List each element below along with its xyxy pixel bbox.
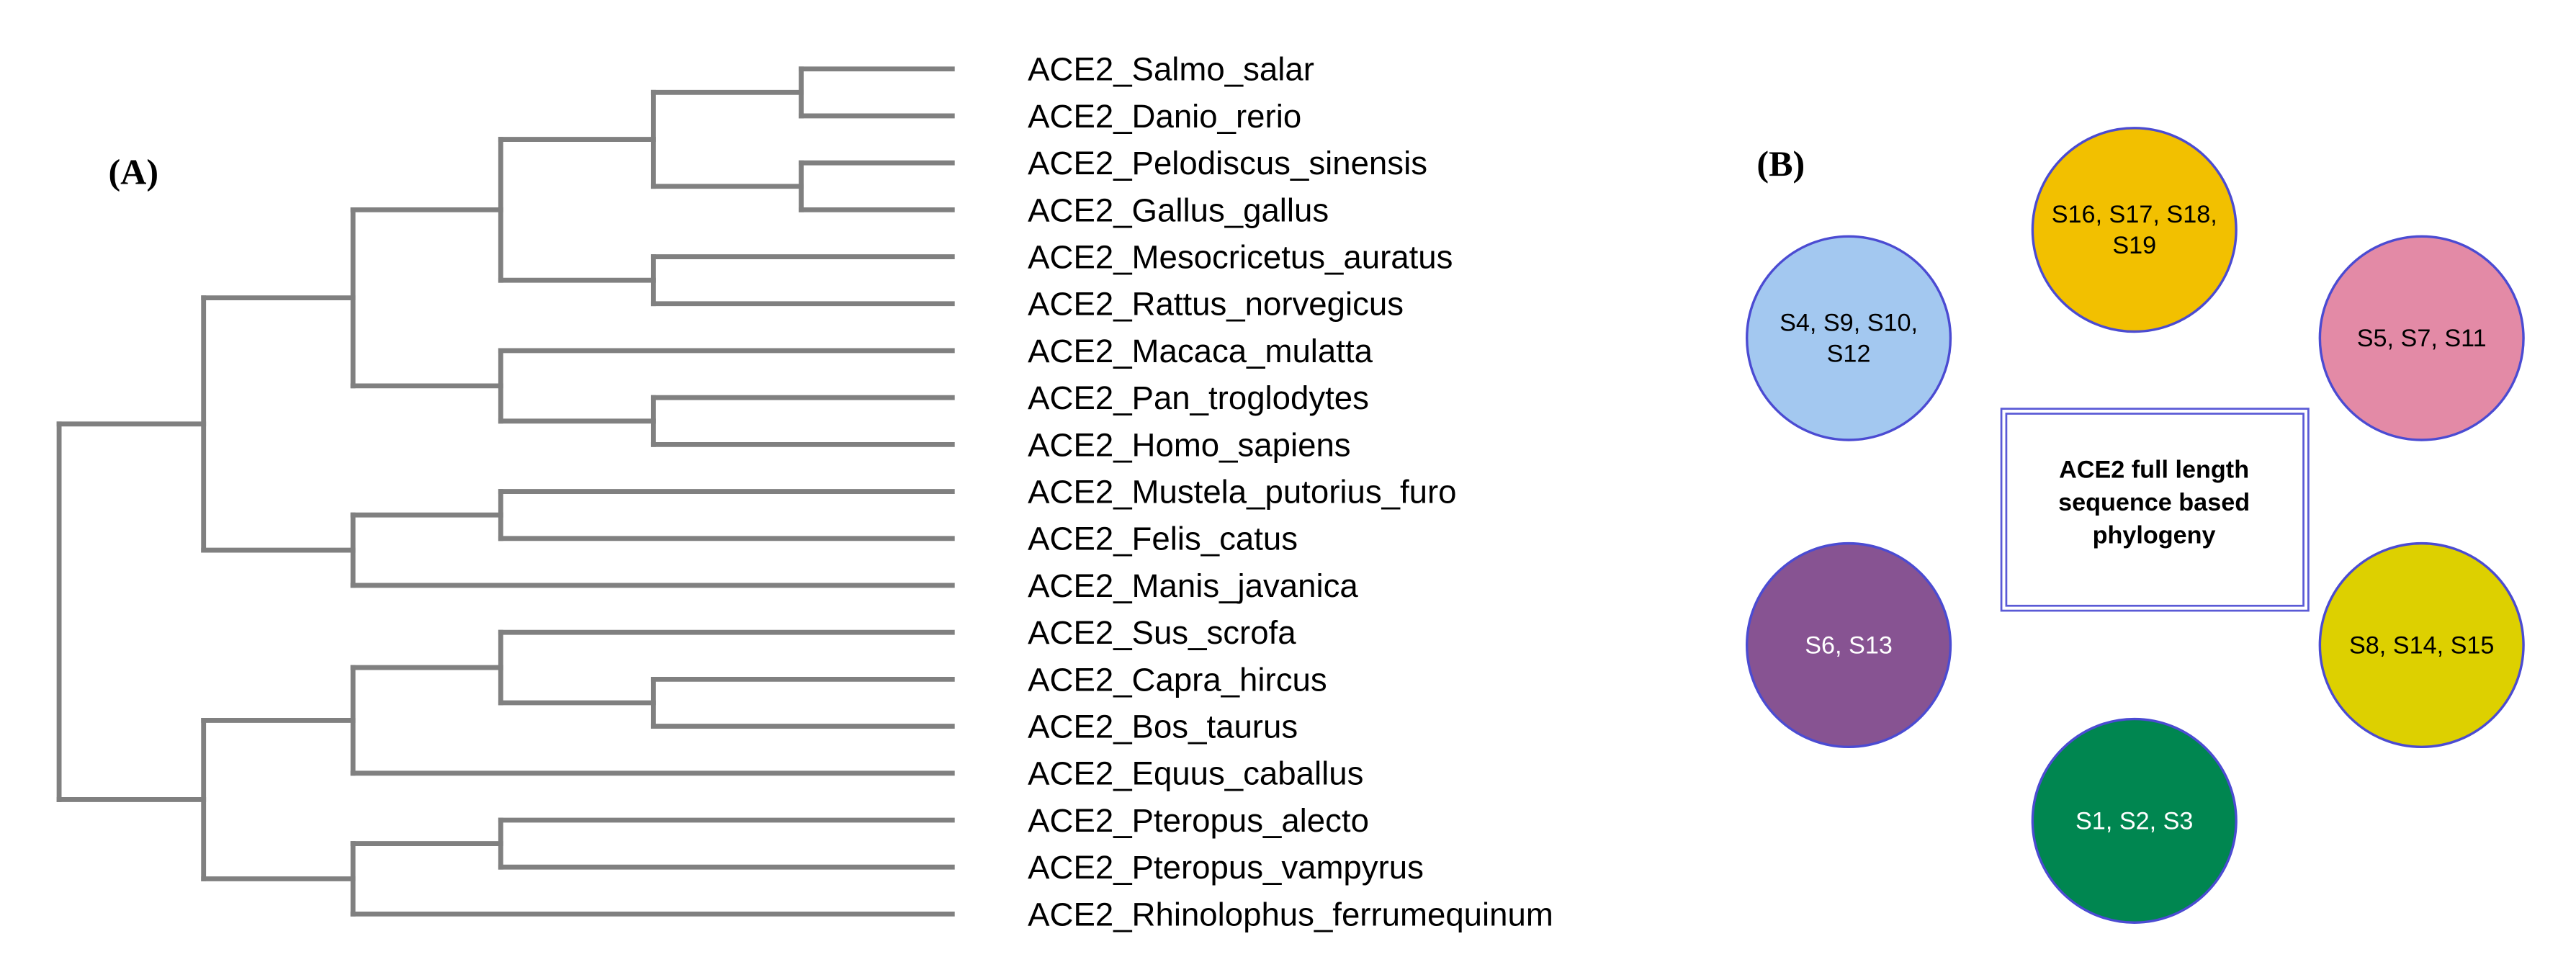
cluster-circle bbox=[1745, 235, 1952, 441]
leaf-label: ACE2_Manis_javanica bbox=[1028, 567, 1358, 604]
leaf-label: ACE2_Homo_sapiens bbox=[1028, 426, 1350, 463]
panel-a-label: (A) bbox=[108, 151, 158, 192]
cluster-label: S8, S14, S15 bbox=[2349, 631, 2494, 659]
cluster-label: S1, S2, S3 bbox=[2075, 807, 2193, 835]
leaf-label: ACE2_Mesocricetus_auratus bbox=[1028, 239, 1453, 276]
cluster-top: S16, S17, S18, S19 bbox=[2031, 127, 2238, 333]
dendrogram-leaf-labels: ACE2_Salmo_salar ACE2_Danio_rerio ACE2_Pel… bbox=[1028, 51, 1553, 933]
leaf-label: ACE2_Pelodiscus_sinensis bbox=[1028, 145, 1427, 181]
cluster-label: S19 bbox=[2112, 232, 2156, 259]
cluster-circle bbox=[2031, 717, 2238, 924]
leaf-label: ACE2_Felis_catus bbox=[1028, 521, 1298, 557]
cluster-label: S6, S13 bbox=[1805, 631, 1893, 659]
leaf-label: ACE2_Salmo_salar bbox=[1028, 51, 1314, 88]
cluster-label: S16, S17, S18, bbox=[2052, 201, 2217, 228]
cluster-label: S4, S9, S10, bbox=[1780, 309, 1918, 336]
cluster-circle bbox=[1745, 541, 1952, 749]
center-label-line-2: sequence based bbox=[2058, 489, 2250, 516]
leaf-label: ACE2_Mustela_putorius_furo bbox=[1028, 474, 1456, 511]
center-label-line-1: ACE2 full length bbox=[2059, 456, 2249, 483]
leaf-label: ACE2_Rhinolophus_ferrumequinum bbox=[1028, 896, 1553, 932]
cluster-lower-right: S8, S14, S15 bbox=[2318, 541, 2525, 749]
center-box: ACE2 full length sequence based phylogen… bbox=[2000, 408, 2310, 612]
leaf-label: ACE2_Sus_scrofa bbox=[1028, 614, 1296, 651]
leaf-label: ACE2_Pan_troglodytes bbox=[1028, 379, 1369, 416]
cluster-circles: S16, S17, S18, S19 S4, S9, S10, S12 S5, S7, … bbox=[1745, 127, 2525, 924]
leaf-label: ACE2_Danio_rerio bbox=[1028, 98, 1301, 135]
cluster-label: S12 bbox=[1827, 341, 1871, 368]
panel-a-dendrogram: (A) ACE2_Salmo_salarACE2_Danio_rerioACE2… bbox=[56, 51, 1553, 933]
dendrogram-branches bbox=[56, 66, 955, 917]
panel-b-clusters: (B) ACE2 full length sequence based phyl… bbox=[1745, 127, 2525, 924]
leaf-label: ACE2_Macaca_mulatta bbox=[1028, 333, 1373, 369]
center-label-line-3: phylogeny bbox=[2093, 522, 2216, 549]
panel-b-label: (B) bbox=[1756, 143, 1805, 184]
leaf-label: ACE2_Bos_taurus bbox=[1028, 709, 1298, 745]
cluster-upper-right: S5, S7, S11 bbox=[2318, 235, 2525, 441]
cluster-upper-left: S4, S9, S10, S12 bbox=[1745, 235, 1952, 441]
cluster-circle bbox=[2318, 541, 2525, 749]
cluster-bottom: S1, S2, S3 bbox=[2031, 717, 2238, 924]
cluster-label: S5, S7, S11 bbox=[2357, 325, 2487, 352]
cluster-circle bbox=[2031, 127, 2238, 333]
leaf-label: ACE2_Equus_caballus bbox=[1028, 755, 1363, 792]
leaf-label: ACE2_Gallus_gallus bbox=[1028, 192, 1329, 228]
leaf-label: ACE2_Rattus_norvegicus bbox=[1028, 286, 1404, 323]
cluster-lower-left: S6, S13 bbox=[1745, 541, 1952, 749]
cluster-circle bbox=[2318, 235, 2525, 441]
leaf-label: ACE2_Pteropus_alecto bbox=[1028, 802, 1369, 839]
leaf-label: ACE2_Pteropus_vampyrus bbox=[1028, 849, 1424, 886]
leaf-label: ACE2_Capra_hircus bbox=[1028, 661, 1327, 698]
